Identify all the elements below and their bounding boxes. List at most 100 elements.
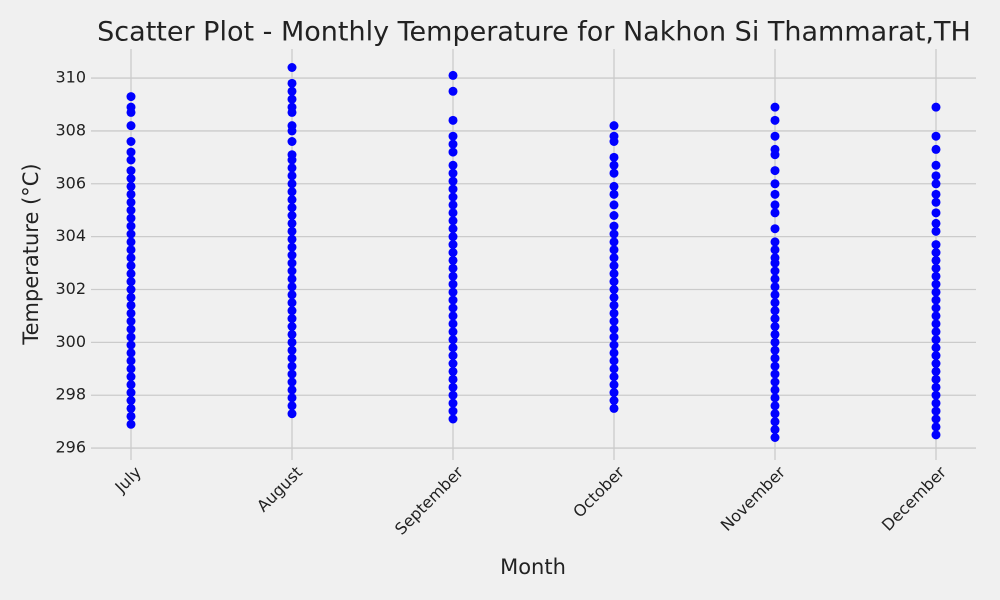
point <box>931 144 941 154</box>
point <box>287 121 297 131</box>
point <box>770 329 780 339</box>
point <box>931 271 941 281</box>
point <box>126 92 136 102</box>
point <box>287 102 297 112</box>
point <box>609 189 619 199</box>
point <box>770 224 780 234</box>
point <box>287 94 297 104</box>
point <box>448 86 458 96</box>
point <box>609 245 619 255</box>
point <box>287 211 297 220</box>
point <box>126 380 136 390</box>
point <box>609 316 619 326</box>
point <box>448 192 458 202</box>
point <box>770 306 780 316</box>
point <box>770 274 780 284</box>
point <box>287 393 297 403</box>
point <box>931 240 941 250</box>
point <box>448 184 458 194</box>
point <box>931 208 941 218</box>
point <box>931 171 941 181</box>
point <box>448 327 458 337</box>
point <box>448 343 458 353</box>
point <box>126 308 136 318</box>
point <box>770 385 780 395</box>
point <box>609 152 619 162</box>
point <box>287 306 297 316</box>
point <box>448 287 458 297</box>
point <box>931 374 941 384</box>
point <box>448 70 458 80</box>
point <box>931 295 941 305</box>
point <box>609 380 619 390</box>
point <box>126 237 136 247</box>
point <box>448 115 458 125</box>
point <box>448 139 458 149</box>
point <box>931 382 941 392</box>
point <box>287 171 297 181</box>
point <box>126 372 136 382</box>
point <box>770 200 780 210</box>
point <box>287 409 297 419</box>
point <box>931 422 941 432</box>
point <box>609 285 619 294</box>
point <box>609 388 619 398</box>
point <box>609 261 619 271</box>
point <box>609 229 619 239</box>
point <box>126 300 136 310</box>
point <box>126 396 136 405</box>
point <box>609 121 619 131</box>
point <box>609 300 619 310</box>
point <box>287 242 297 252</box>
point <box>448 248 458 257</box>
point <box>609 181 619 191</box>
point <box>126 348 136 358</box>
point <box>448 382 458 392</box>
point <box>126 419 136 429</box>
point <box>287 137 297 146</box>
point <box>770 322 780 331</box>
point <box>931 279 941 289</box>
point <box>931 430 941 440</box>
point <box>609 168 619 178</box>
point <box>770 298 780 308</box>
point <box>126 147 136 157</box>
point <box>126 245 136 255</box>
point <box>770 393 780 403</box>
point <box>770 401 780 411</box>
y-tick-label: 302 <box>55 279 86 298</box>
point <box>931 390 941 400</box>
point <box>609 277 619 287</box>
point <box>287 282 297 292</box>
y-tick-label: 298 <box>55 385 86 404</box>
point <box>609 348 619 358</box>
point <box>770 144 780 154</box>
point <box>126 189 136 199</box>
point <box>287 274 297 284</box>
point <box>448 240 458 250</box>
point <box>126 213 136 223</box>
point <box>448 319 458 329</box>
point <box>126 102 136 112</box>
point <box>287 226 297 236</box>
point <box>448 200 458 210</box>
point <box>770 166 780 176</box>
point <box>770 409 780 419</box>
point <box>609 356 619 366</box>
point <box>448 255 458 265</box>
point <box>126 197 136 207</box>
point <box>126 229 136 239</box>
point <box>287 369 297 379</box>
point <box>931 343 941 353</box>
point <box>931 335 941 345</box>
point <box>609 332 619 342</box>
point <box>448 279 458 289</box>
point <box>931 303 941 313</box>
point <box>770 245 780 255</box>
y-tick-label: 304 <box>55 226 86 245</box>
point <box>770 345 780 355</box>
point <box>448 131 458 141</box>
y-tick-label: 306 <box>55 173 86 192</box>
